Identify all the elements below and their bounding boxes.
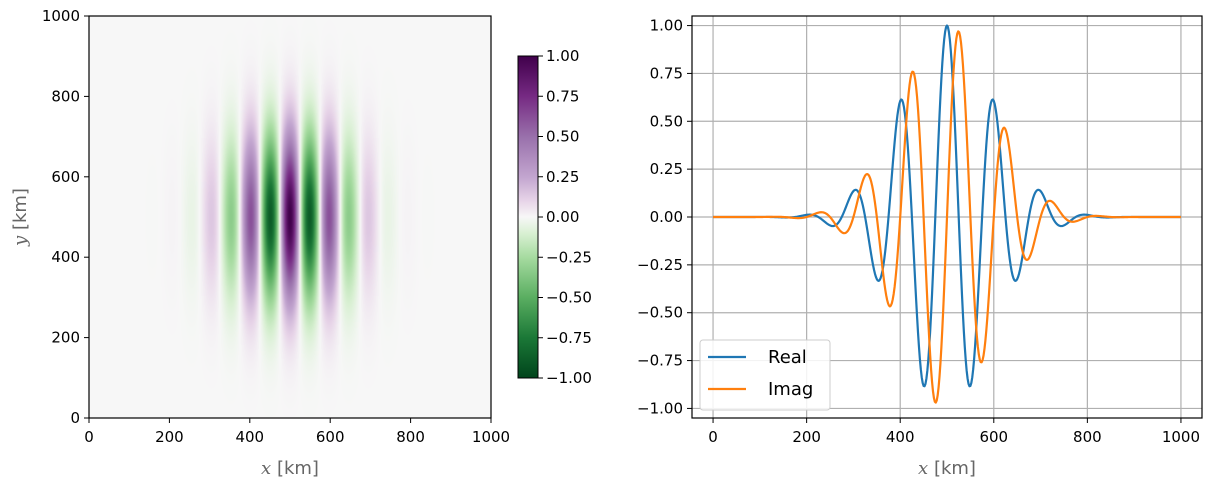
legend-label-imag: Imag bbox=[768, 379, 813, 400]
colorbar-tick-label: −0.50 bbox=[546, 289, 592, 307]
colorbar-tick-label: 0.50 bbox=[546, 128, 579, 146]
line-y-tick-label: −1.00 bbox=[637, 399, 683, 417]
heatmap-x-tick-label: 400 bbox=[235, 428, 264, 446]
line-y-tick-label: 0.50 bbox=[650, 112, 683, 130]
heatmap-y-tick-label: 800 bbox=[51, 87, 80, 105]
heatmap-x-tick-label: 200 bbox=[155, 428, 184, 446]
colorbar-tick-label: 0.00 bbox=[546, 208, 579, 226]
line-x-tick-label: 200 bbox=[792, 428, 821, 446]
heatmap-panel: 0 200 400 600 800 1000 0 200 400 600 800 1000 x [k… bbox=[10, 7, 510, 479]
line-y-tick-label: 0.00 bbox=[650, 208, 683, 226]
heatmap-y-tick-label: 400 bbox=[51, 248, 80, 266]
line-series bbox=[712, 24, 1182, 404]
line-y-ticks: 1.00 0.75 0.50 0.25 0.00 −0.25 −0.50 −0.75 −1.00 bbox=[637, 17, 692, 417]
line-y-tick-label: −0.50 bbox=[637, 304, 683, 322]
line-y-tick-label: −0.25 bbox=[637, 256, 683, 274]
colorbar-tick-label: 0.75 bbox=[546, 87, 579, 105]
heatmap-y-label: y [km] bbox=[10, 188, 31, 247]
line-x-label: x [km] bbox=[918, 458, 976, 479]
heatmap-image bbox=[89, 16, 491, 418]
line-panel: 0 200 400 600 800 1000 1.00 0.75 0.50 0.25 0.00 −0… bbox=[637, 15, 1203, 479]
heatmap-y-ticks: 0 200 400 600 800 1000 bbox=[42, 7, 89, 427]
heatmap-frame bbox=[88, 15, 492, 419]
line-x-ticks: 0 200 400 600 800 1000 bbox=[708, 418, 1200, 446]
legend-label-real: Real bbox=[768, 347, 807, 368]
heatmap-x-tick-label: 800 bbox=[396, 428, 425, 446]
heatmap-y-tick-label: 200 bbox=[51, 329, 80, 347]
colorbar-gradient bbox=[517, 55, 539, 379]
heatmap-x-label: x [km] bbox=[261, 458, 319, 479]
line-y-tick-label: 0.75 bbox=[650, 64, 683, 82]
colorbar-tick-label: −0.75 bbox=[546, 329, 592, 347]
colorbar-tick-label: −1.00 bbox=[546, 369, 592, 387]
line-y-tick-label: −0.75 bbox=[637, 352, 683, 370]
colorbar-ticks: 1.00 0.75 0.50 0.25 0.00 −0.25 −0.50 −0.75 −1.00 bbox=[538, 47, 592, 387]
heatmap-x-tick-label: 600 bbox=[316, 428, 345, 446]
colorbar-tick-label: 0.25 bbox=[546, 168, 579, 186]
line-x-tick-label: 600 bbox=[979, 428, 1008, 446]
line-x-tick-label: 400 bbox=[886, 428, 915, 446]
heatmap-y-tick-label: 0 bbox=[70, 409, 80, 427]
series-line-imag bbox=[712, 30, 1182, 404]
line-x-tick-label: 0 bbox=[708, 428, 718, 446]
heatmap-x-tick-label: 0 bbox=[84, 428, 94, 446]
heatmap-x-tick-label: 1000 bbox=[472, 428, 510, 446]
colorbar: 1.00 0.75 0.50 0.25 0.00 −0.25 −0.50 −0.75 −1.00 bbox=[517, 47, 592, 387]
colorbar-tick-label: 1.00 bbox=[546, 47, 579, 65]
line-y-tick-label: 0.25 bbox=[650, 160, 683, 178]
heatmap-y-tick-label: 600 bbox=[51, 168, 80, 186]
line-y-tick-label: 1.00 bbox=[650, 17, 683, 35]
legend: Real Imag bbox=[699, 339, 831, 411]
heatmap-x-ticks: 0 200 400 600 800 1000 bbox=[84, 418, 510, 446]
line-x-tick-label: 800 bbox=[1073, 428, 1102, 446]
heatmap-y-tick-label: 1000 bbox=[42, 7, 80, 25]
colorbar-tick-label: −0.25 bbox=[546, 248, 592, 266]
line-x-tick-label: 1000 bbox=[1162, 428, 1200, 446]
